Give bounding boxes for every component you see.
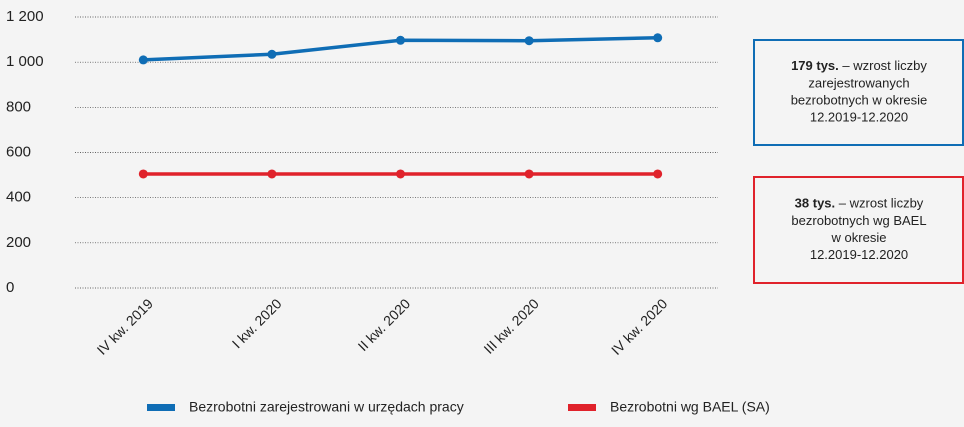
x-tick-label: II kw. 2020 <box>355 295 414 354</box>
annotation-text: bezrobotnych w okresie <box>791 92 928 107</box>
x-tick-label: III kw. 2020 <box>480 295 542 357</box>
data-point <box>267 169 277 179</box>
y-tick-label: 600 <box>6 143 31 160</box>
annotation-text: – wzrost liczby <box>842 58 927 73</box>
annotation-first-line: 179 tys. – wzrost liczby <box>791 58 927 73</box>
annotation-text: 12.2019-12.2020 <box>810 109 908 124</box>
x-tick-label: IV kw. 2020 <box>608 295 671 358</box>
y-tick-label: 0 <box>6 279 14 296</box>
y-tick-label: 800 <box>6 98 31 115</box>
x-tick-label: IV kw. 2019 <box>94 295 157 358</box>
data-point <box>267 49 277 59</box>
legend-label: Bezrobotni zarejestrowani w urzędach pra… <box>189 399 464 415</box>
legend-label: Bezrobotni wg BAEL (SA) <box>610 399 770 415</box>
annotation-bold: 38 tys. <box>795 196 835 211</box>
annotation-text: bezrobotnych wg BAEL <box>791 213 926 228</box>
y-tick-label: 200 <box>6 234 31 251</box>
data-point <box>524 36 534 46</box>
annotation-text: 12.2019-12.2020 <box>810 247 908 262</box>
y-tick-label: 1 200 <box>6 8 44 25</box>
data-point <box>138 169 148 179</box>
annotation-box <box>753 176 964 284</box>
data-point <box>138 55 148 65</box>
data-point <box>524 169 534 179</box>
x-tick-label: I kw. 2020 <box>229 295 285 351</box>
y-tick-label: 1 000 <box>6 53 44 70</box>
annotation-text: zarejestrowanych <box>808 75 909 90</box>
data-point <box>653 169 663 179</box>
data-point <box>653 33 663 43</box>
annotation-bold: 179 tys. <box>791 58 839 73</box>
annotation-box <box>753 39 964 146</box>
annotation-first-line: 38 tys. – wzrost liczby <box>795 196 924 211</box>
legend-swatch <box>147 404 175 411</box>
data-point <box>396 169 405 179</box>
data-point <box>396 35 405 45</box>
annotation-text: – wzrost liczby <box>839 196 924 211</box>
annotation-text: w okresie <box>831 230 887 245</box>
legend-swatch <box>568 404 596 411</box>
y-tick-label: 400 <box>6 189 31 206</box>
